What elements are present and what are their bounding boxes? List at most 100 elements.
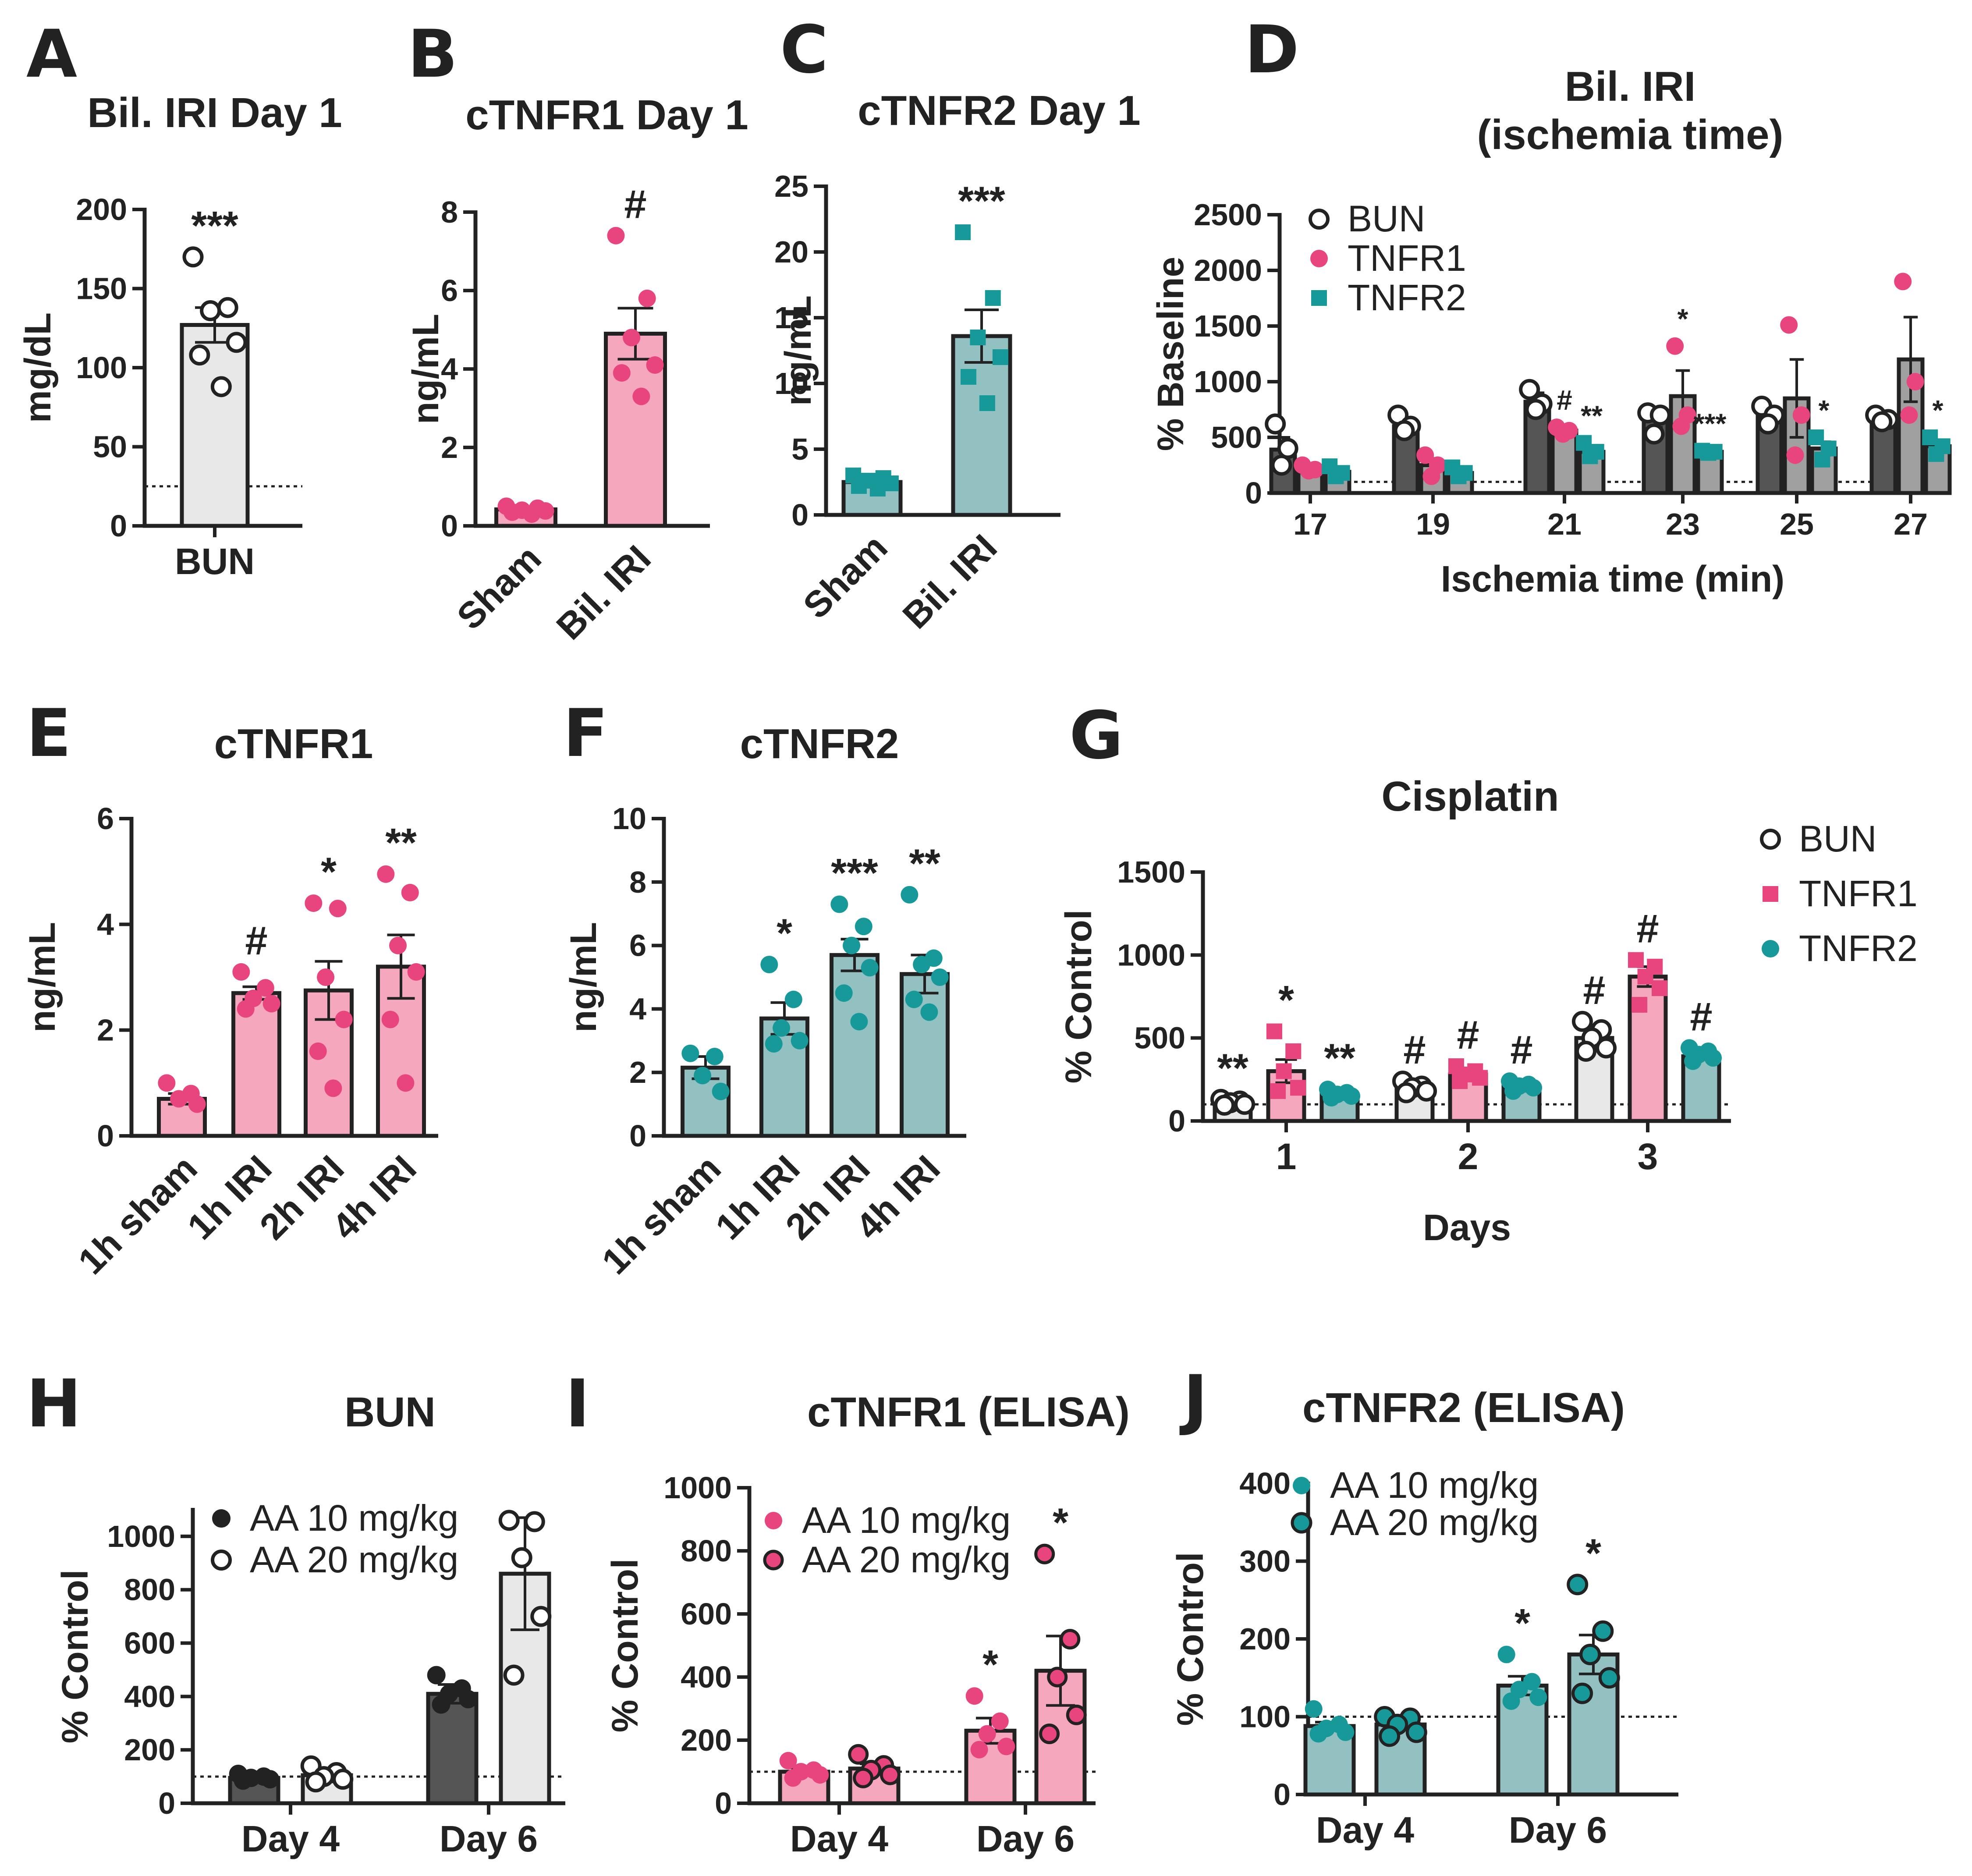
legend-label: TNFR1 <box>1799 873 1918 914</box>
data-point <box>784 1769 802 1787</box>
data-point <box>1649 404 1671 426</box>
data-point <box>407 963 425 981</box>
significance-label: *** <box>1694 408 1727 439</box>
significance-label: * <box>1678 303 1688 335</box>
data-point <box>1554 425 1572 443</box>
bar <box>231 991 281 1138</box>
data-point <box>1066 1704 1087 1725</box>
y-tick-label: 500 <box>1211 420 1262 454</box>
significance-label: # <box>245 918 267 963</box>
y-tick-label: 600 <box>681 1597 732 1631</box>
data-point <box>646 356 664 374</box>
data-point <box>427 1666 446 1684</box>
data-point <box>237 1000 255 1018</box>
legend-marker <box>1311 290 1327 306</box>
y-tick-label: 300 <box>1239 1544 1291 1578</box>
significance-label: *** <box>191 203 238 248</box>
significance-label: * <box>1053 1500 1068 1545</box>
y-tick-label: 0 <box>1245 476 1262 510</box>
x-axis-label: Days <box>1423 1207 1511 1248</box>
data-point <box>861 959 879 977</box>
significance-label: *** <box>958 179 1005 223</box>
data-point <box>706 1048 724 1065</box>
data-point <box>381 1011 399 1028</box>
significance-label: # <box>624 182 646 227</box>
data-point <box>1416 1080 1437 1102</box>
significance-label: ** <box>909 841 940 886</box>
x-tick-label: 1 <box>1276 1136 1297 1177</box>
panel-letter: E <box>26 695 71 772</box>
y-tick-label: 200 <box>76 192 127 227</box>
data-point <box>1871 411 1893 433</box>
panel-letter: J <box>1179 1362 1208 1438</box>
y-tick-label: 0 <box>629 1119 646 1153</box>
y-tick-label: 4 <box>441 352 458 386</box>
data-point <box>1271 454 1292 476</box>
data-point <box>1571 1011 1593 1032</box>
legend-label: TNFR2 <box>1799 928 1918 969</box>
y-axis-label: ng/mL <box>563 922 604 1032</box>
data-point <box>1266 1023 1282 1039</box>
data-point <box>1396 1082 1417 1103</box>
panel-title: cTNFR1 <box>214 720 373 767</box>
x-tick-label: 4h IRI <box>324 1147 424 1247</box>
significance-label: * <box>1278 978 1294 1023</box>
data-point <box>1894 273 1912 291</box>
data-point <box>1592 1620 1614 1642</box>
data-point <box>985 290 1001 306</box>
data-point <box>1529 1688 1547 1706</box>
data-point <box>188 1095 206 1113</box>
data-point <box>1337 1724 1355 1741</box>
data-point <box>1786 446 1804 464</box>
data-point <box>992 349 1008 365</box>
data-point <box>835 984 853 1002</box>
data-point <box>979 395 995 411</box>
panel-title: (ischemia time) <box>1477 111 1784 158</box>
data-point <box>607 227 625 245</box>
data-point <box>1632 997 1648 1013</box>
data-point <box>850 1013 868 1031</box>
legend-marker <box>1763 886 1778 902</box>
data-point <box>1060 1629 1081 1650</box>
legend-label: AA 10 mg/kg <box>250 1497 458 1539</box>
data-point <box>503 1664 525 1686</box>
data-point <box>830 895 848 913</box>
y-tick-label: 200 <box>681 1723 732 1757</box>
x-tick-label: Bil. IRI <box>894 526 1004 636</box>
x-tick-label: Day 6 <box>1509 1809 1607 1851</box>
data-point <box>309 1042 327 1060</box>
data-point <box>811 1766 829 1784</box>
significance-label: # <box>1636 907 1659 951</box>
panel-title: Bil. IRI Day 1 <box>87 89 342 136</box>
significance-label: * <box>1585 1531 1601 1576</box>
legend-marker <box>1310 250 1328 267</box>
y-tick-label: 2000 <box>1194 253 1262 287</box>
x-tick-label: Sham <box>449 537 549 637</box>
data-point <box>773 1019 791 1037</box>
data-point <box>901 886 919 904</box>
data-point <box>1034 1543 1055 1564</box>
data-point <box>905 990 923 1008</box>
y-axis-label: % Control <box>1058 910 1099 1084</box>
x-tick-label: Sham <box>795 526 895 626</box>
data-point <box>681 1044 699 1062</box>
y-tick-label: 4 <box>629 992 646 1026</box>
data-point <box>262 995 280 1013</box>
y-tick-label: 600 <box>124 1626 175 1660</box>
data-point <box>851 478 867 494</box>
bar <box>951 334 1012 517</box>
y-tick-label: 0 <box>441 509 458 543</box>
significance-label: # <box>1690 994 1712 1039</box>
y-tick-label: 4 <box>97 907 114 941</box>
y-tick-label: 5 <box>791 432 809 466</box>
data-point <box>1596 1037 1617 1059</box>
data-point <box>189 344 210 366</box>
legend-marker <box>1293 1477 1310 1494</box>
data-point <box>960 369 976 385</box>
x-tick-label: Day 4 <box>1316 1809 1414 1851</box>
x-tick-label: 17 <box>1293 507 1327 541</box>
y-tick-label: 0 <box>791 498 809 532</box>
